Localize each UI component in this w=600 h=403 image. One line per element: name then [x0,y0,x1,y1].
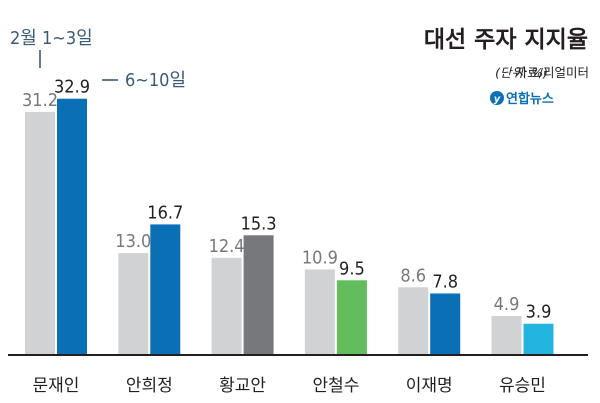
bar-prior-3 [304,269,335,354]
bar-current-2 [243,235,274,354]
value-label-prior-4: 8.6 [400,265,426,286]
series-prior-annotation: 2월 1~3일 [10,28,93,49]
category-label-2: 황교안 [219,376,266,396]
legend-annotations: 2월 1~3일 6~10일 [10,28,186,91]
bar-current-5 [523,323,554,354]
value-label-current-0: 32.9 [54,77,90,98]
value-label-prior-5: 4.9 [494,294,520,315]
source-note: 자료/리얼미터 [516,65,589,80]
value-label-current-1: 16.7 [147,202,183,223]
bar-current-3 [336,280,367,354]
unit-note-text: (단위: %) [495,65,548,80]
value-label-prior-3: 10.9 [302,247,338,268]
bar-prior-1 [118,253,149,354]
unit-note: (단위: %) [495,65,548,80]
value-label-current-4: 7.8 [432,271,458,292]
category-label-3: 안철수 [312,376,359,396]
value-label-prior-0: 31.2 [22,90,58,111]
bars [25,98,554,354]
agency-logo-glyph: y [494,94,501,105]
value-label-prior-2: 12.4 [209,236,245,257]
bar-prior-5 [491,315,522,354]
value-label-prior-1: 13.0 [115,231,151,252]
category-label-4: 이재명 [406,376,453,396]
bar-current-1 [150,224,181,354]
value-label-current-3: 9.5 [339,258,365,279]
agency-logo: y 연합뉴스 [490,91,554,107]
bar-prior-4 [398,287,429,354]
series-current-annotation: 6~10일 [125,70,186,91]
bar-current-4 [430,293,461,354]
category-labels: 문재인 안희정 황교안 안철수 이재명 유승민 [33,376,546,396]
chart-title: 대선 주자 지지율 [424,27,588,53]
bar-prior-2 [211,257,242,354]
value-labels: 31.232.9 13.0 16.7 12.415.3 10.99.5 8.6 7.8 4.9… [22,77,551,323]
category-label-0: 문재인 [33,376,80,396]
agency-logo-mark [490,91,504,105]
category-label-1: 안희정 [126,376,173,396]
agency-name: 연합뉴스 [506,91,554,107]
value-label-current-5: 3.9 [526,302,552,323]
bar-prior-0 [25,111,55,354]
bar-current-0 [57,98,87,354]
value-label-current-2: 15.3 [241,213,277,234]
category-label-5: 유승민 [499,376,546,396]
